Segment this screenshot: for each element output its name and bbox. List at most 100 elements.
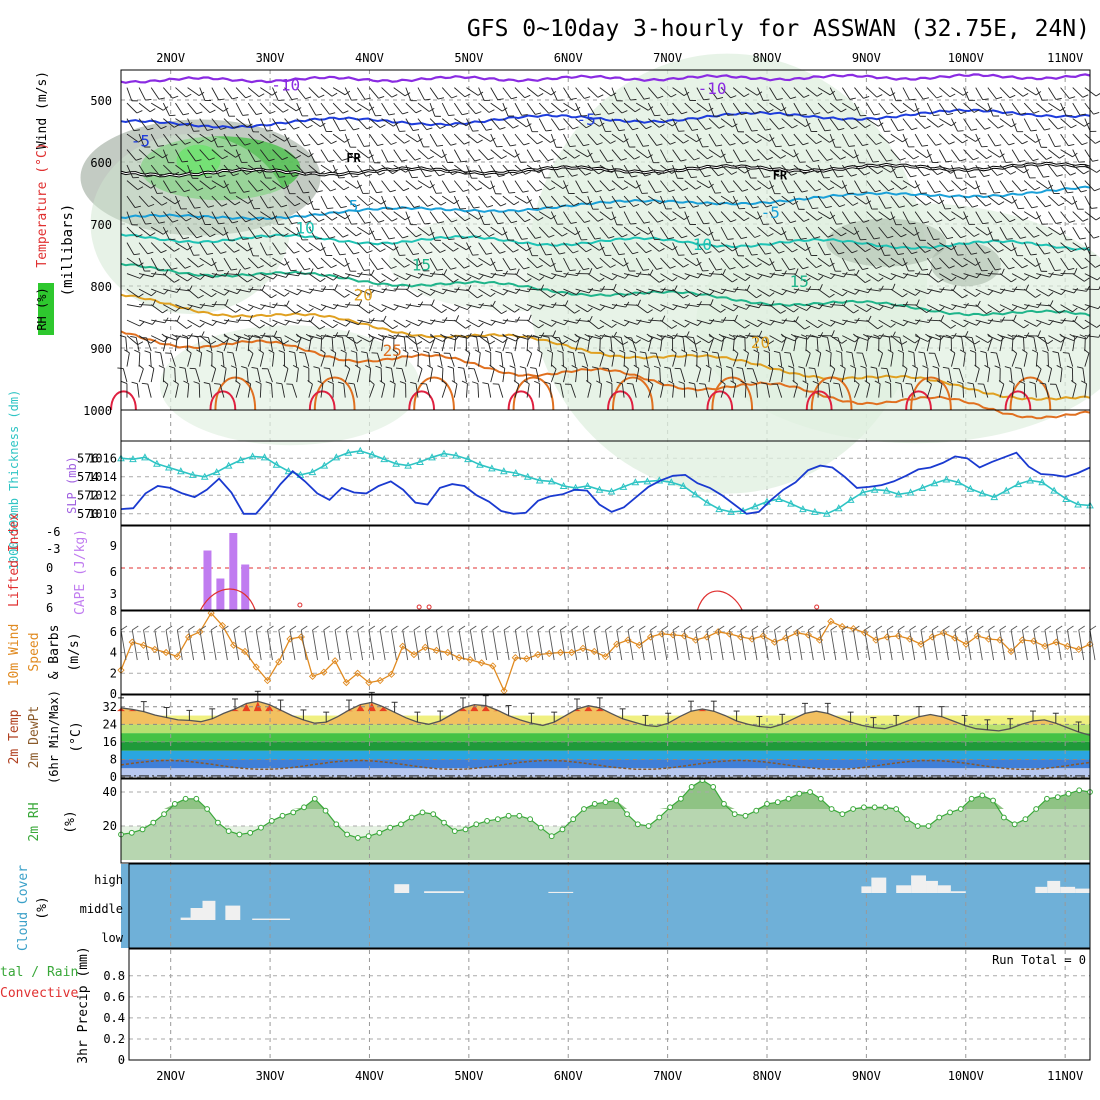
wind-barb-flag (512, 333, 518, 338)
wind-barb-flag (383, 315, 387, 322)
wind-barb-staff (817, 180, 829, 191)
wind-barb-flag (996, 220, 1003, 224)
wind-barb-staff (660, 118, 673, 127)
rh-point (936, 814, 943, 821)
wind-barb-staff (636, 288, 650, 295)
wind-speed-point (951, 634, 959, 642)
wind-barb-staff (890, 102, 902, 114)
wind-barb-staff (866, 335, 881, 340)
wind-barb-flag (974, 364, 980, 369)
wind-barb-staff (757, 288, 770, 297)
wind-barb-staff (659, 368, 661, 383)
wind-barb-staff (366, 352, 370, 367)
wind-barb-staff (150, 118, 162, 129)
wind-barb-staff (793, 319, 805, 330)
wind-barb-flag (511, 220, 518, 224)
wind-barb-staff (429, 102, 436, 117)
wind-barb-staff (583, 353, 589, 367)
wind-barb-staff (466, 118, 474, 132)
isotherm-15 (120, 262, 1091, 317)
precip-tick: 0.2 (103, 1032, 125, 1046)
wind-barb-flag (598, 170, 605, 175)
wind-barb-staff (417, 211, 425, 225)
wind-barb-flag (1083, 349, 1090, 354)
wind-barb-staff (498, 384, 504, 398)
surface-wind-barb (436, 629, 442, 661)
wind-barb-flag (477, 294, 483, 299)
wind-barb-flag (658, 248, 665, 252)
wind-barb-staff (987, 102, 994, 117)
wind-barb-flag (538, 324, 544, 329)
wind-barb-flag (851, 250, 858, 254)
wind-barb-staff (939, 242, 952, 251)
wind-barb-staff (526, 383, 530, 398)
wind-barb-staff (150, 304, 163, 314)
temp-band (121, 750, 1090, 760)
wind-barb-flag (812, 380, 819, 385)
wind-barb-flag (778, 250, 785, 254)
wind-barb-flag (756, 139, 762, 144)
wind-barb-staff (175, 149, 183, 163)
wind-barb-staff (842, 319, 857, 324)
wind-barb-staff (1068, 353, 1074, 367)
wind-barb-staff (987, 319, 1002, 323)
contour-label-10: 15 (412, 256, 431, 275)
wind-barb-staff (987, 133, 996, 147)
wind-barb-staff (720, 118, 733, 128)
wind-barb-staff (332, 352, 337, 367)
contour-label-0: -10 (271, 76, 300, 95)
run-total-label: Run Total = 0 (992, 953, 1086, 967)
wind-barb-staff (332, 226, 344, 238)
wind-barb-staff (162, 368, 165, 383)
wind-barb-flag (512, 125, 519, 129)
wind-barb-flag (330, 349, 336, 354)
wind-barb-staff (272, 118, 281, 131)
ylabel-thickness: 1000-500mb Thickness (dm) (7, 390, 21, 571)
wind-barb-staff (975, 164, 985, 177)
wind-barb-flag (259, 169, 265, 174)
surface-wind-barb (233, 629, 240, 661)
wind-barb-staff (235, 335, 250, 341)
wind-barb-flag (770, 272, 775, 278)
rh-point (721, 801, 727, 807)
wind-barb-staff (732, 87, 745, 97)
wind-barb-staff (623, 133, 630, 148)
wind-barb-staff (260, 211, 273, 220)
thickness-point (236, 456, 245, 464)
wind-barb-flag (131, 381, 138, 385)
wind-barb-staff (599, 353, 605, 367)
wind-barb-staff (333, 304, 347, 308)
wind-barb-flag (948, 189, 954, 192)
wind-barb-staff (260, 226, 271, 238)
wind-barb-staff (902, 273, 917, 277)
wind-barb-staff (951, 288, 963, 299)
contour-label-9: 10 (693, 235, 712, 254)
wind-barb-flag (948, 141, 955, 145)
wind-barb-staff (272, 319, 286, 326)
surface-wind-barb (255, 629, 262, 661)
wind-barb-flag (1096, 169, 1100, 173)
temp-hot-fill (242, 703, 251, 712)
temp-hot-fill (128, 709, 137, 712)
wind-barb-staff (284, 102, 297, 112)
wind-barb-staff (175, 288, 190, 292)
wind-barb-staff (463, 368, 467, 383)
wind-barb-staff (208, 337, 213, 352)
wind-barb-staff (599, 195, 607, 209)
surface-wind-barb (638, 629, 645, 661)
wind-barb-staff (332, 118, 341, 132)
wind-barb-flag (170, 191, 177, 194)
wind-speed-point (1007, 647, 1015, 656)
wind-barb-staff (745, 335, 760, 337)
wind-barb-flag (499, 250, 506, 254)
wind-barb-staff (854, 102, 861, 116)
wind-barb-flag (224, 290, 230, 296)
rh-point (290, 809, 297, 816)
wind-barb-flag (959, 349, 966, 354)
wind-barb-staff (381, 288, 396, 292)
wind-barb-staff (987, 242, 999, 253)
wind-barb-flag (597, 218, 604, 222)
wind-barb-staff (308, 242, 321, 251)
wind-barb-flag (875, 265, 882, 269)
wind-barb-staff (914, 304, 927, 313)
